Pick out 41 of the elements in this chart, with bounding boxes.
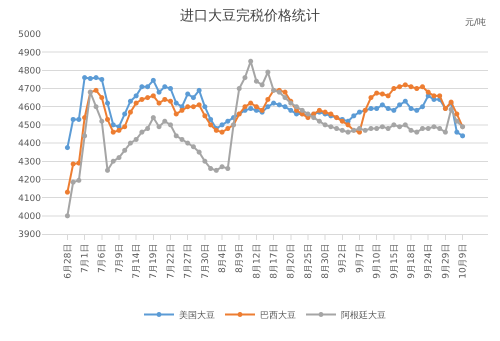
legend-label: 阿根廷大豆: [341, 310, 386, 322]
y-tick-label: 4600: [18, 102, 42, 113]
y-tick-label: 4400: [18, 139, 42, 150]
x-tick-label: 9月7日: [355, 244, 366, 274]
x-tick-label: 10月9日: [458, 244, 469, 279]
x-tick-label: 8月25日: [304, 244, 314, 279]
x-tick-label: 7月14日: [132, 244, 142, 279]
x-tick-label: 6月28日: [63, 244, 74, 279]
x-tick-label: 9月29日: [441, 244, 452, 279]
x-tick-label: 8月30日: [321, 244, 332, 279]
x-tick-label: 8月4日: [218, 244, 228, 274]
x-tick-label: 7月19日: [149, 244, 160, 279]
x-tick-label: 7月9日: [114, 244, 125, 274]
legend-label: 巴西大豆: [260, 310, 296, 322]
y-tick-label: 4300: [18, 157, 42, 168]
x-tick-label: 7月22日: [166, 244, 176, 279]
x-tick-label: 8月17日: [270, 244, 280, 279]
y-tick-label: 4100: [18, 194, 42, 204]
x-tick-label: 8月20日: [286, 244, 297, 279]
x-tick-label: 7月6日: [98, 244, 108, 274]
y-axis-title: 元/吨: [465, 17, 486, 28]
y-tick-label: 5000: [18, 30, 42, 40]
y-tick-label: 4900: [18, 48, 42, 58]
y-tick-label: 4200: [18, 176, 42, 186]
y-tick-label: 4500: [18, 121, 42, 132]
x-tick-label: 7月1日: [80, 244, 91, 274]
legend-label: 美国大豆: [179, 310, 215, 322]
y-tick-label: 4000: [18, 212, 42, 222]
x-tick-label: 8月12日: [252, 244, 262, 279]
x-tick-label: 8月9日: [235, 244, 246, 274]
chart-title: 进口大豆完税价格统计: [180, 8, 320, 24]
y-tick-label: 4800: [18, 66, 42, 77]
x-tick-label: 9月18日: [406, 244, 417, 279]
x-tick-label: 9月24日: [424, 244, 434, 279]
y-tick-label: 3900: [18, 230, 42, 240]
x-tick-label: 9月10日: [372, 244, 383, 279]
y-tick-label: 4700: [18, 84, 42, 95]
x-tick-label: 9月2日: [338, 244, 348, 274]
x-tick-label: 7月27日: [184, 244, 194, 279]
x-tick-label: 7月30日: [200, 244, 211, 279]
x-tick-label: 9月15日: [390, 244, 400, 279]
